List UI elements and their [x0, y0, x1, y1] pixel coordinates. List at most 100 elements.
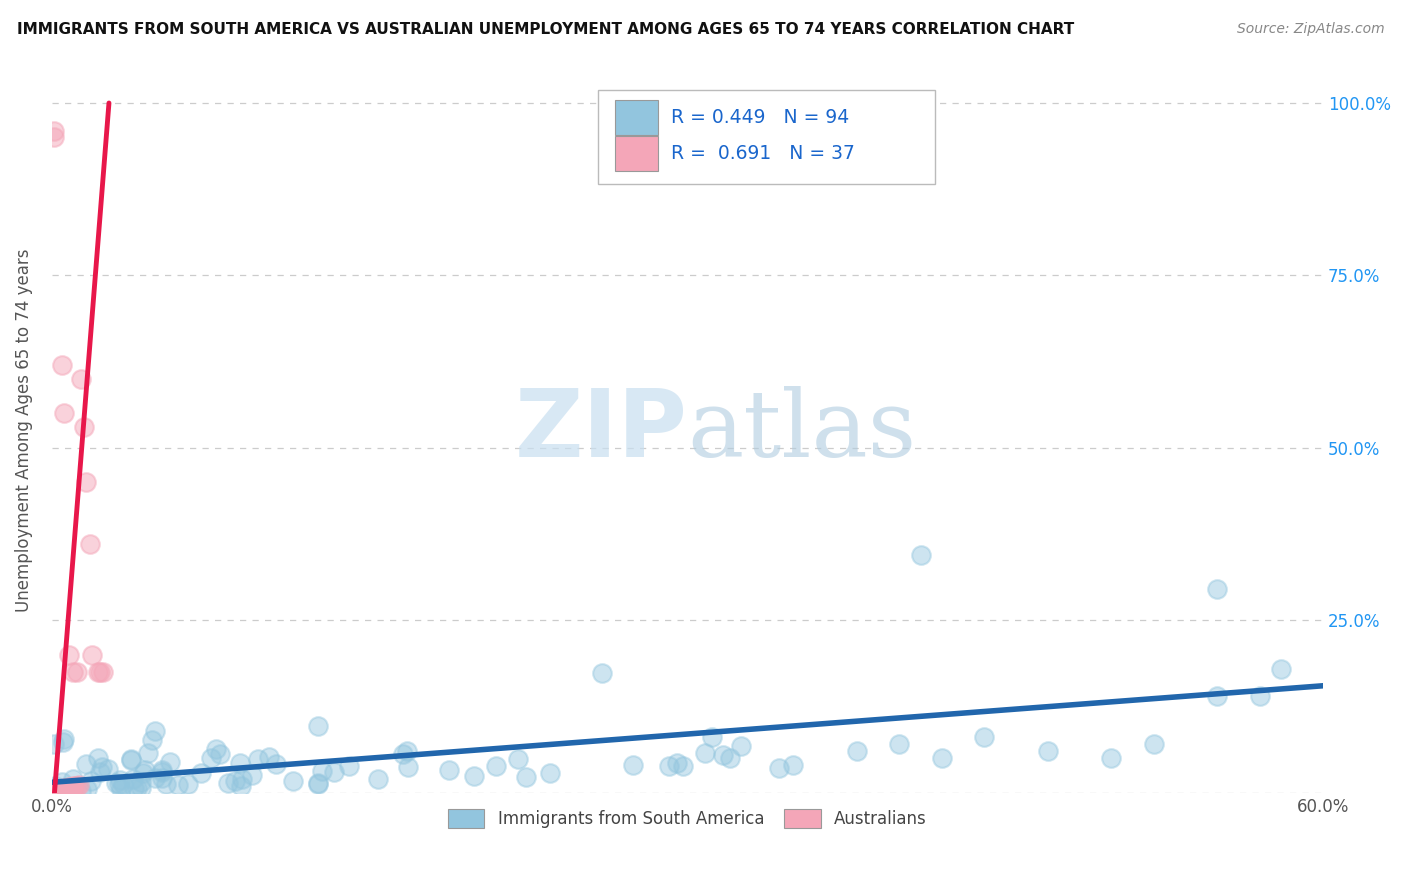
Point — [46, 783, 69, 797]
Point — [67, 778, 90, 792]
Point — [122, 781, 145, 796]
Y-axis label: Unemployment Among Ages 65 to 74 years: Unemployment Among Ages 65 to 74 years — [15, 249, 32, 612]
Point — [150, 763, 173, 777]
Point — [42, 782, 65, 797]
Point — [973, 731, 995, 745]
Point — [53, 406, 76, 420]
Point — [91, 760, 114, 774]
FancyBboxPatch shape — [599, 90, 935, 185]
Point — [52, 731, 75, 746]
Point — [155, 776, 177, 790]
Point — [1099, 751, 1122, 765]
Point — [63, 779, 86, 793]
Point — [307, 718, 329, 732]
Point — [122, 772, 145, 786]
Point — [143, 723, 166, 738]
Point — [42, 737, 65, 751]
Point — [229, 779, 252, 793]
Point — [231, 772, 253, 786]
Point — [339, 759, 361, 773]
Point — [143, 771, 166, 785]
Point — [782, 758, 804, 772]
Point — [240, 768, 263, 782]
Point — [621, 758, 644, 772]
Text: IMMIGRANTS FROM SOUTH AMERICA VS AUSTRALIAN UNEMPLOYMENT AMONG AGES 65 TO 74 YEA: IMMIGRANTS FROM SOUTH AMERICA VS AUSTRAL… — [17, 22, 1074, 37]
Point — [889, 738, 911, 752]
Point — [110, 773, 132, 788]
Point — [177, 777, 200, 791]
Point — [53, 782, 76, 797]
Point — [51, 781, 73, 796]
Text: ZIP: ZIP — [515, 384, 688, 476]
Point — [693, 746, 716, 760]
Point — [91, 665, 114, 679]
Point — [45, 782, 67, 797]
Point — [70, 784, 93, 798]
Point — [266, 757, 288, 772]
Point — [485, 759, 508, 773]
Point — [53, 780, 76, 795]
Point — [204, 741, 226, 756]
Point — [910, 548, 932, 562]
Point — [129, 780, 152, 795]
FancyBboxPatch shape — [614, 100, 658, 136]
Point — [72, 420, 94, 434]
Point — [209, 747, 232, 762]
Point — [367, 772, 389, 786]
Point — [55, 782, 77, 797]
Point — [217, 776, 239, 790]
Point — [46, 782, 69, 797]
Point — [768, 761, 790, 775]
Point — [55, 781, 77, 796]
Text: atlas: atlas — [688, 385, 917, 475]
Text: R =  0.691   N = 37: R = 0.691 N = 37 — [671, 145, 855, 163]
Point — [134, 763, 156, 777]
Point — [66, 665, 89, 679]
Point — [538, 765, 561, 780]
Point — [190, 766, 212, 780]
Point — [105, 775, 128, 789]
Point — [246, 752, 269, 766]
Point — [127, 781, 149, 796]
Point — [79, 773, 101, 788]
Point — [75, 756, 97, 771]
Text: Source: ZipAtlas.com: Source: ZipAtlas.com — [1237, 22, 1385, 37]
Point — [730, 739, 752, 753]
Point — [111, 776, 134, 790]
Point — [323, 764, 346, 779]
Point — [463, 769, 485, 783]
Point — [51, 358, 73, 372]
Legend: Immigrants from South America, Australians: Immigrants from South America, Australia… — [441, 803, 934, 835]
Point — [108, 777, 131, 791]
Point — [58, 780, 80, 794]
Point — [132, 766, 155, 780]
Point — [166, 778, 188, 792]
Point — [51, 782, 73, 797]
Point — [59, 780, 82, 795]
Point — [396, 744, 419, 758]
Point — [159, 756, 181, 770]
Point — [45, 783, 67, 797]
Point — [1206, 689, 1229, 703]
FancyBboxPatch shape — [614, 136, 658, 171]
Point — [283, 773, 305, 788]
Point — [700, 730, 723, 744]
Point — [110, 782, 132, 797]
Point — [52, 735, 75, 749]
Point — [591, 666, 613, 681]
Point — [200, 750, 222, 764]
Point — [229, 756, 252, 770]
Text: R = 0.449   N = 94: R = 0.449 N = 94 — [671, 108, 849, 128]
Point — [506, 752, 529, 766]
Point — [711, 748, 734, 763]
Point — [75, 475, 97, 490]
Point — [80, 648, 103, 662]
Point — [87, 665, 110, 679]
Point — [150, 765, 173, 780]
Point — [1206, 582, 1229, 597]
Point — [79, 537, 101, 551]
Point — [97, 762, 120, 776]
Point — [51, 774, 73, 789]
Point — [1249, 689, 1271, 703]
Point — [307, 776, 329, 790]
